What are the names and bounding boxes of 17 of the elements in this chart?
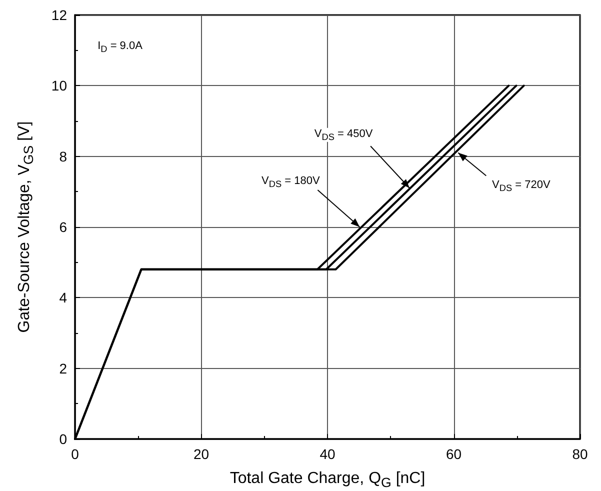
annotation: V$_{DS}$ = 720V [491,178,552,193]
y-tick-label: 6 [59,219,68,235]
x-tick-label: 20 [193,446,210,462]
x-tick-label: 80 [572,446,588,462]
y-tick-label: 2 [59,360,68,376]
annotation: V$_{DS}$ = 180V [260,174,321,190]
y-tick-label: 4 [59,290,68,306]
annotation: I$_{D}$ = 9.0A [96,40,144,54]
x-tick-label: 60 [446,446,462,462]
y-tick-label: 0 [59,431,68,447]
annotation: V$_{DS}$ = 450V [313,128,374,142]
y-tick-label: 8 [59,148,68,164]
y-tick-label: 10 [51,78,68,94]
y-tick-label: 12 [51,7,68,23]
x-tick-label: 0 [71,446,80,462]
x-tick-label: 40 [320,446,336,462]
x-axis-title: Total Gate Charge, Q$_{G}$ [nC] [230,470,426,490]
